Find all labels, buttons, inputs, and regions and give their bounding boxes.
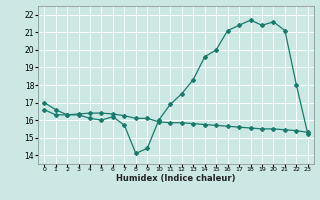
X-axis label: Humidex (Indice chaleur): Humidex (Indice chaleur) [116, 174, 236, 183]
